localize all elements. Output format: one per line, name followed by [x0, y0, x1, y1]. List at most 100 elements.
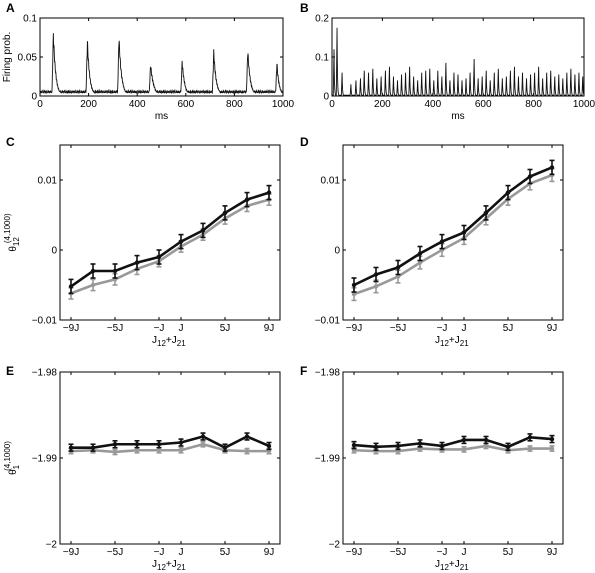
x-tick-label: J	[462, 547, 467, 558]
x-label-xlabel_sub2: 21	[177, 563, 186, 572]
x-tick-label: −5J	[390, 547, 406, 558]
data-point	[266, 190, 272, 195]
data-point	[549, 446, 555, 451]
data-point	[483, 437, 489, 443]
x-tick-label: 0	[329, 99, 335, 110]
x-axis-label: J12+J21	[152, 335, 186, 348]
panel-label: D	[300, 135, 309, 149]
x-label-xlabel_main: J	[435, 335, 440, 346]
data-point	[244, 448, 250, 454]
data-point	[395, 274, 401, 279]
y-tick-label: 0.1	[315, 53, 329, 64]
data-point	[417, 260, 423, 265]
data-point	[134, 260, 140, 265]
x-label-xlabel_main: J	[152, 335, 157, 346]
x-label-xlabel_main: J	[152, 559, 157, 570]
panel-label: F	[300, 364, 307, 378]
x-axis-label: J12+J21	[435, 335, 469, 348]
x-axis-label: J12+J21	[435, 559, 469, 572]
x-tick-label: −9J	[346, 547, 362, 558]
x-tick-label: J	[179, 323, 184, 334]
x-label-xlabel_plus: +J	[166, 335, 177, 346]
y-tick-label: 0.01	[38, 176, 58, 187]
x-tick-label: −5J	[107, 547, 123, 558]
x-label-xlabel_plus: +J	[166, 559, 177, 570]
y-tick-label: 0.2	[315, 14, 329, 25]
panel-label: E	[6, 364, 14, 378]
data-point	[483, 443, 489, 449]
y-tick-label: 0.1	[23, 14, 37, 25]
x-tick-label: −9J	[346, 323, 362, 334]
data-point	[439, 443, 445, 449]
x-tick-label: 9J	[264, 323, 275, 334]
data-point	[395, 265, 401, 270]
series-line	[353, 166, 553, 287]
data-point	[461, 447, 467, 452]
y-label-sub: 12	[12, 237, 21, 246]
data-point	[90, 445, 96, 450]
data-point	[244, 197, 250, 202]
data-point	[373, 444, 379, 450]
data-point	[134, 448, 140, 453]
x-tick-label: 800	[525, 99, 542, 110]
panel-label: B	[300, 1, 309, 15]
firing-trace	[39, 33, 284, 95]
y-tick-label: −2	[46, 540, 58, 551]
data-point	[200, 434, 206, 439]
data-point	[417, 441, 423, 446]
panel-label: C	[6, 135, 15, 149]
data-point	[112, 442, 118, 447]
x-label-xlabel_plus: +J	[449, 559, 460, 570]
y-tick-label: −0.01	[32, 316, 58, 327]
x-tick-label: 1000	[573, 99, 595, 110]
y-tick-label: 0.01	[321, 176, 341, 187]
data-point	[178, 448, 184, 453]
data-point	[200, 442, 206, 447]
x-tick-label: −5J	[390, 323, 406, 334]
y-axis-label: Firing prob.	[2, 32, 13, 83]
y-label-main: θ	[8, 469, 19, 475]
data-point	[439, 239, 445, 244]
y-tick-label: −1.98	[315, 368, 341, 379]
x-tick-label: −5J	[107, 323, 123, 334]
x-tick-label: J	[179, 547, 184, 558]
x-tick-label: 9J	[547, 323, 558, 334]
x-label-xlabel_sub2: 21	[177, 339, 186, 348]
x-label-xlabel_sub1: 12	[157, 563, 166, 572]
plot-frame	[59, 371, 281, 545]
data-point	[156, 254, 162, 260]
data-point	[351, 291, 357, 297]
x-axis-label: ms	[155, 111, 168, 122]
x-tick-label: −9J	[63, 323, 79, 334]
data-point	[505, 444, 511, 450]
y-label-sub: 1	[12, 464, 21, 469]
x-tick-label: 0	[37, 99, 43, 110]
series-black	[351, 433, 555, 452]
x-tick-label: 800	[226, 99, 243, 110]
data-point	[527, 174, 533, 179]
x-tick-label: 400	[129, 99, 146, 110]
data-point	[156, 442, 162, 447]
x-tick-label: 5J	[503, 547, 514, 558]
data-point	[112, 449, 118, 455]
panel-b: B 0 200 400 600 800 1000 0 0.1 0.2 ms	[300, 1, 595, 122]
series-line	[70, 191, 270, 288]
x-tick-label: 1000	[272, 99, 295, 110]
x-tick-label: −J	[154, 547, 165, 558]
series-line	[70, 442, 269, 454]
data-point	[156, 448, 162, 453]
y-label-sup: (4,1000)	[3, 441, 12, 471]
y-label-sup: (4,1000)	[3, 213, 12, 243]
y-tick-label: −0.01	[315, 316, 341, 327]
data-point	[351, 442, 357, 448]
data-point	[222, 445, 228, 450]
data-point	[112, 268, 118, 274]
x-tick-label: 600	[177, 99, 194, 110]
firing-trace	[332, 27, 585, 96]
plot-frame	[342, 371, 564, 545]
series-line	[70, 198, 270, 295]
y-tick-label: 0.05	[18, 53, 38, 64]
data-point	[527, 435, 533, 440]
y-tick-label: −1.99	[32, 454, 58, 465]
